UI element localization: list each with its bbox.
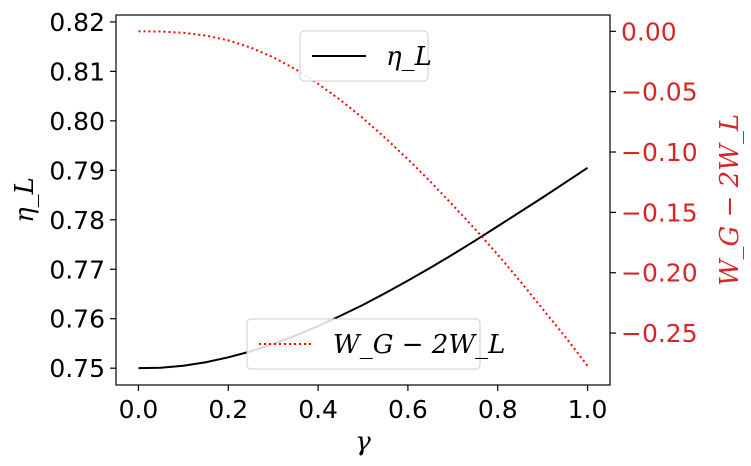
left-tick-label: 0.76 — [49, 305, 105, 334]
plot-frame — [115, 14, 611, 386]
legend-box — [246, 318, 481, 370]
left-tick-label: 0.79 — [49, 156, 105, 185]
axes-layer: 0.0 0.2 0.4 0.6 0.8 1.0 0.75 0.76 0.77 0.78 0.79 0.… — [10, 8, 745, 457]
left-tick-label: 0.78 — [49, 206, 105, 235]
right-tick-label: −0.25 — [621, 319, 698, 348]
right-tick-label: −0.15 — [621, 198, 698, 227]
x-axis-title: γ — [355, 427, 371, 457]
x-tick-label: 0.4 — [298, 395, 338, 424]
left-tick-label: 0.82 — [49, 8, 105, 37]
right-tick-label: −0.10 — [621, 138, 698, 167]
series-line-1 — [138, 30, 589, 367]
left-tick-label: 0.81 — [49, 57, 105, 86]
legend-layer: η_L W_G − 2W_L — [246, 30, 505, 370]
series-line-0 — [138, 167, 589, 370]
left-axis-title: η_L — [10, 177, 40, 223]
x-tick-label: 0.2 — [208, 395, 248, 424]
right-tick-label: 0.00 — [621, 17, 677, 46]
left-tick-label: 0.75 — [49, 354, 105, 383]
legend-label: η_L — [386, 42, 432, 72]
left-tick-label: 0.80 — [49, 107, 105, 136]
series-layer — [138, 30, 589, 370]
right-axis-title: W_G − 2W_L — [715, 114, 745, 286]
left-tick-label: 0.77 — [49, 255, 105, 284]
x-tick-label: 1.0 — [568, 395, 608, 424]
x-tick-label: 0.0 — [119, 395, 159, 424]
right-tick-label: −0.20 — [621, 259, 698, 288]
legend-label: W_G − 2W_L — [333, 330, 505, 360]
right-tick-label: −0.05 — [621, 78, 698, 107]
x-tick-label: 0.6 — [388, 395, 428, 424]
x-tick-label: 0.8 — [478, 395, 518, 424]
